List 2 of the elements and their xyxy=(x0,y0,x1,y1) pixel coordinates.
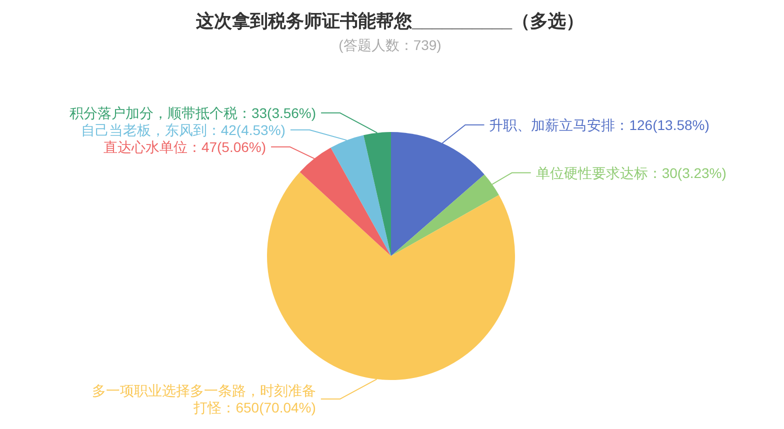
subtitle: (答题人数：739) xyxy=(338,37,442,53)
title: 这次拿到税务师证书能帮您__________（多选） xyxy=(196,11,584,31)
